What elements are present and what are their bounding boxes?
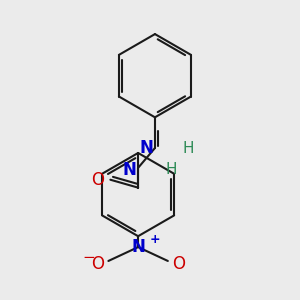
Text: N: N (122, 161, 136, 179)
Text: O: O (92, 255, 104, 273)
Text: −: − (83, 250, 95, 265)
Text: H: H (183, 140, 194, 155)
Text: O: O (172, 255, 185, 273)
Text: H: H (166, 162, 177, 177)
Text: N: N (139, 139, 153, 157)
Text: N: N (131, 238, 145, 256)
Text: +: + (150, 233, 160, 246)
Text: O: O (92, 171, 104, 189)
